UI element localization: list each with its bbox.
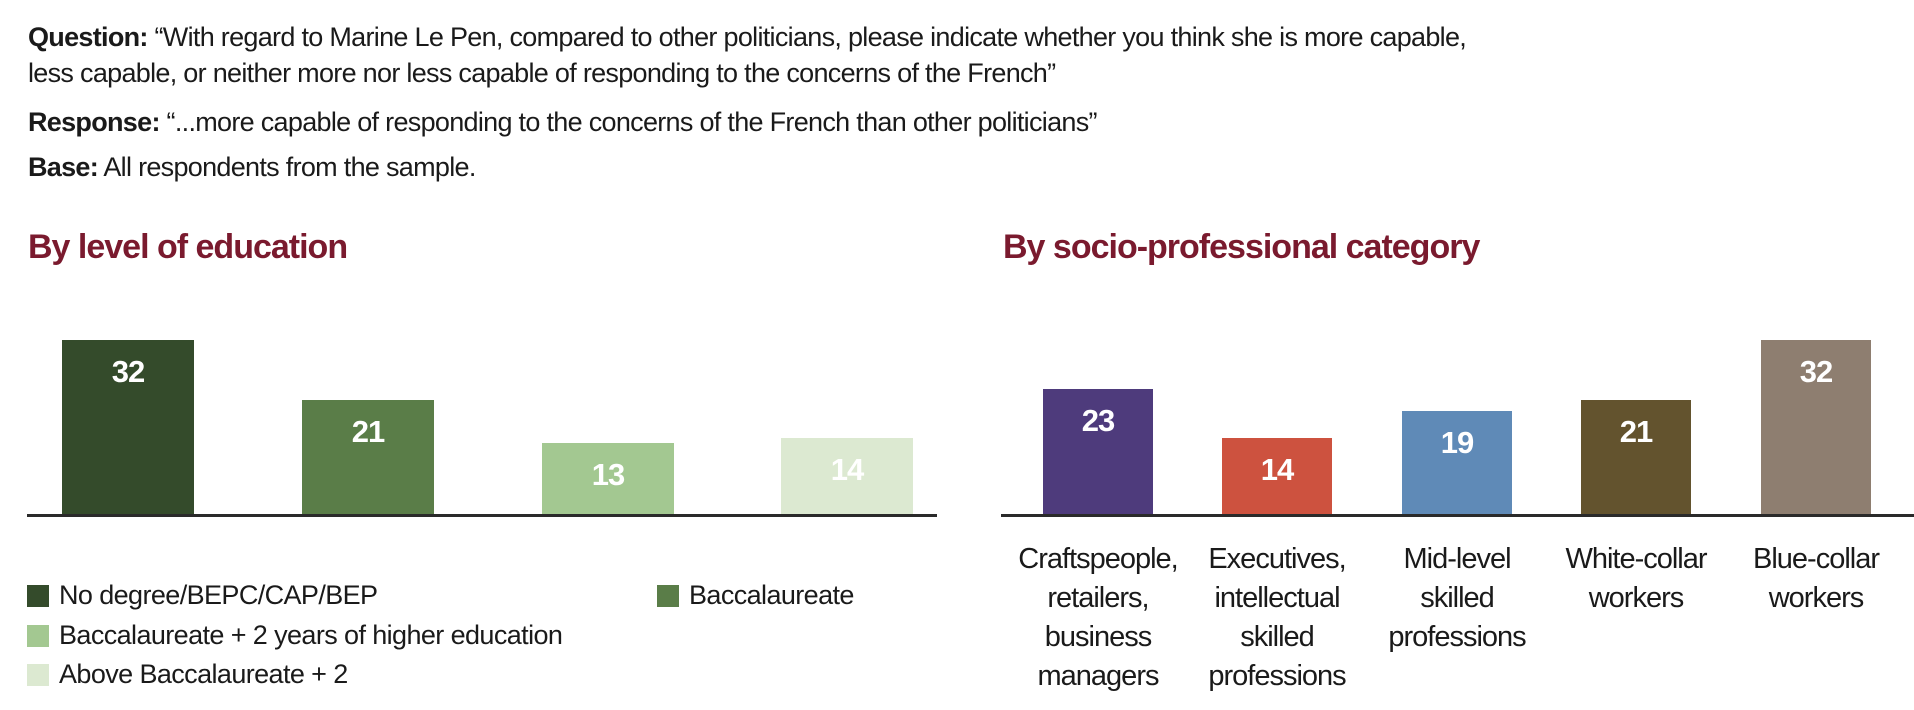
socio-bar-value: 14 — [1260, 451, 1294, 487]
education-bar-value: 21 — [351, 413, 385, 449]
category-label-line: retailers, — [1047, 582, 1149, 614]
legend-label: No degree/BEPC/CAP/BEP — [59, 580, 378, 610]
question-text: “With regard to Marine Le Pen, compared … — [154, 22, 1467, 52]
socio-bar: 14 — [1222, 437, 1332, 514]
education-bar-value: 14 — [830, 451, 864, 487]
legend-swatch — [657, 584, 679, 607]
socio-bar: 19 — [1402, 410, 1512, 514]
education-bar: 13 — [542, 443, 674, 514]
socio-chart-title: By socio-professional category — [1003, 228, 1480, 266]
category-label-line: Mid-level — [1403, 543, 1511, 575]
category-label-line: workers — [1768, 582, 1865, 614]
category-label-line: workers — [1588, 582, 1685, 614]
category-label-line: White-collar — [1565, 543, 1707, 575]
socio-category-label: Executives, intellectual skilled profession… — [1187, 540, 1367, 696]
legend-swatch — [27, 584, 49, 607]
legend-item: Above Baccalaureate + 2 — [27, 659, 348, 690]
socio-bar-value: 23 — [1081, 402, 1115, 438]
socio-bar: 21 — [1581, 399, 1691, 514]
socio-bar-value: 21 — [1619, 413, 1653, 449]
socio-bar: 32 — [1761, 339, 1871, 514]
question-label: Question: — [28, 22, 148, 52]
category-label-line: Executives, — [1208, 543, 1346, 575]
legend-swatch — [27, 624, 49, 647]
category-label-line: Blue-collar — [1753, 543, 1880, 575]
socio-category-label: Blue-collar workers — [1726, 540, 1906, 618]
socio-bar-value: 32 — [1799, 353, 1833, 389]
response-text: “...more capable of responding to the co… — [166, 107, 1098, 137]
legend-label: Above Baccalaureate + 2 — [59, 659, 348, 689]
category-label-line: professions — [1388, 621, 1526, 653]
socio-category-label: Craftspeople, retailers, business managers — [1008, 540, 1188, 696]
category-label-line: intellectual — [1214, 582, 1340, 614]
legend-label: Baccalaureate + 2 years of higher educat… — [59, 620, 563, 650]
education-bar: 21 — [302, 399, 434, 514]
category-label-line: skilled — [1420, 582, 1495, 614]
education-bar-value: 32 — [111, 353, 145, 389]
socio-bar-value: 19 — [1440, 424, 1474, 460]
category-label-line: professions — [1208, 660, 1346, 692]
legend-item: Baccalaureate + 2 years of higher educat… — [27, 620, 563, 651]
question-text-2: less capable, or neither more nor less c… — [28, 58, 1056, 88]
base-label: Base: — [28, 152, 99, 182]
legend-item: Baccalaureate — [657, 580, 854, 611]
legend-label: Baccalaureate — [689, 580, 854, 610]
legend-swatch — [27, 663, 49, 686]
response-line: Response: “...more capable of responding… — [28, 105, 1098, 139]
category-label-line: managers — [1037, 660, 1160, 692]
education-bar: 14 — [781, 437, 913, 514]
socio-category-label: White-collar workers — [1546, 540, 1726, 618]
education-bar-value: 13 — [591, 457, 625, 493]
category-label-line: Craftspeople, — [1018, 543, 1179, 575]
category-label-line: business — [1044, 621, 1152, 653]
category-label-line: skilled — [1240, 621, 1315, 653]
socio-baseline — [1001, 514, 1914, 517]
question-line-2: less capable, or neither more nor less c… — [28, 56, 1056, 90]
socio-category-label: Mid-level skilled professions — [1367, 540, 1547, 657]
response-label: Response: — [28, 107, 160, 137]
base-line: Base: All respondents from the sample. — [28, 150, 476, 184]
education-chart-title: By level of education — [28, 228, 348, 266]
base-text: All respondents from the sample. — [103, 152, 476, 182]
legend-item: No degree/BEPC/CAP/BEP — [27, 580, 378, 611]
education-baseline — [27, 514, 937, 517]
question-line-1: Question: “With regard to Marine Le Pen,… — [28, 20, 1467, 54]
socio-bar: 23 — [1043, 388, 1153, 514]
education-bar: 32 — [62, 339, 194, 514]
